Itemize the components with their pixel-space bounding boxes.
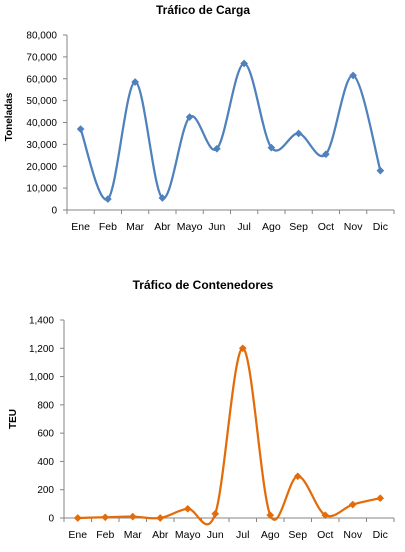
- cargo-x-tick-label: Ene: [71, 221, 90, 233]
- cargo-x-tick-label: Mayo: [177, 221, 203, 233]
- cargo-data-point: [76, 125, 85, 134]
- cargo-data-point: [321, 150, 330, 159]
- container-data-point: [156, 514, 165, 522]
- container-x-tick-label: Nov: [343, 529, 362, 541]
- cargo-data-point: [103, 195, 112, 204]
- cargo-series-line: [79, 62, 382, 201]
- container-x-tick-label: Dic: [373, 529, 388, 541]
- cargo-data-point: [376, 166, 385, 175]
- container-data-point: [238, 344, 247, 353]
- container-series-line: [77, 347, 381, 526]
- container-data-point: [211, 509, 220, 518]
- container-y-tick-label: 1,400: [29, 316, 54, 327]
- cargo-y-tick-label: 0: [51, 206, 57, 217]
- cargo-data-point: [185, 113, 194, 121]
- cargo-x-tick-label: Abr: [154, 221, 171, 233]
- container-x-tick-label: Abr: [152, 529, 169, 541]
- cargo-y-tick-label: 30,000: [26, 140, 57, 151]
- cargo-x-tick-label: Feb: [99, 221, 117, 233]
- container-data-point: [266, 511, 275, 520]
- cargo-x-tick-label: Sep: [289, 221, 308, 233]
- container-y-tick-label: 200: [37, 485, 54, 496]
- cargo-x-tick-label: Jul: [237, 221, 250, 233]
- cargo-data-point: [240, 59, 249, 68]
- container-chart-title: Tráfico de Contenedores: [133, 278, 274, 292]
- cargo-chart-y-ticks: 0 10,000 20,000 30,000 40,000 50,000 60,000 70,…: [26, 31, 67, 217]
- cargo-chart-x-ticks: Ene Feb Mar Abr Mayo Jun Jul Ago Sep Oct Nov Dic: [66, 210, 395, 233]
- cargo-data-point: [131, 78, 140, 86]
- cargo-data-point: [212, 144, 221, 153]
- container-data-point: [321, 511, 330, 520]
- container-x-tick-label: Mar: [124, 529, 143, 541]
- container-y-tick-label: 400: [37, 457, 54, 468]
- cargo-x-tick-label: Dic: [373, 221, 388, 233]
- container-x-tick-label: Ago: [261, 529, 280, 541]
- container-chart-y-axis-label: TEU: [8, 409, 19, 429]
- container-data-point: [183, 504, 192, 513]
- cargo-data-point: [294, 129, 303, 138]
- container-chart-x-ticks: Ene Feb Mar Abr Mayo Jun Jul Ago Sep Oct Nov Dic: [63, 518, 395, 541]
- cargo-chart-axes: [66, 35, 394, 211]
- cargo-chart-title: Tráfico de Carga: [156, 3, 250, 17]
- cargo-y-tick-label: 20,000: [26, 162, 57, 173]
- container-data-point: [128, 512, 137, 521]
- container-x-tick-label: Oct: [317, 529, 333, 541]
- container-y-tick-label: 1,200: [29, 344, 54, 355]
- container-x-tick-label: Jun: [207, 529, 224, 541]
- cargo-y-tick-label: 10,000: [26, 184, 57, 195]
- cargo-y-tick-label: 70,000: [26, 52, 57, 63]
- cargo-y-tick-label: 40,000: [26, 118, 57, 129]
- container-x-tick-label: Mayo: [175, 529, 201, 541]
- container-data-point: [73, 514, 82, 522]
- cargo-x-tick-label: Ago: [262, 221, 281, 233]
- cargo-data-point: [158, 194, 167, 202]
- cargo-data-point: [349, 71, 358, 80]
- container-data-point: [348, 500, 357, 509]
- cargo-chart-y-axis-label: Toneladas: [4, 92, 15, 141]
- container-y-tick-label: 1,000: [29, 372, 54, 383]
- container-x-tick-label: Feb: [96, 529, 114, 541]
- container-x-tick-label: Sep: [288, 529, 307, 541]
- container-y-tick-label: 0: [48, 514, 54, 525]
- cargo-x-tick-label: Mar: [126, 221, 145, 233]
- container-y-tick-label: 800: [37, 400, 54, 411]
- container-chart-y-ticks: 0 200 400 600 800 1,000 1,200 1,400: [29, 316, 64, 525]
- container-x-tick-label: Jul: [236, 529, 249, 541]
- container-x-tick-label: Ene: [68, 529, 87, 541]
- container-chart-series: [73, 344, 385, 526]
- container-data-point: [293, 472, 302, 481]
- cargo-x-tick-label: Nov: [344, 221, 363, 233]
- container-chart: Tráfico de Contenedores TEU 0 200 400 600 80…: [8, 278, 395, 541]
- cargo-x-tick-label: Jun: [208, 221, 225, 233]
- cargo-x-tick-label: Oct: [318, 221, 334, 233]
- cargo-y-tick-label: 50,000: [26, 96, 57, 107]
- cargo-chart: Tráfico de Carga Toneladas 0 10,000 20,000…: [4, 3, 395, 233]
- cargo-y-tick-label: 80,000: [26, 31, 57, 42]
- container-y-tick-label: 600: [37, 429, 54, 440]
- container-data-point: [376, 494, 385, 503]
- container-data-point: [101, 513, 110, 522]
- cargo-chart-series: [76, 59, 385, 204]
- cargo-data-point: [267, 143, 276, 152]
- cargo-y-tick-label: 60,000: [26, 74, 57, 85]
